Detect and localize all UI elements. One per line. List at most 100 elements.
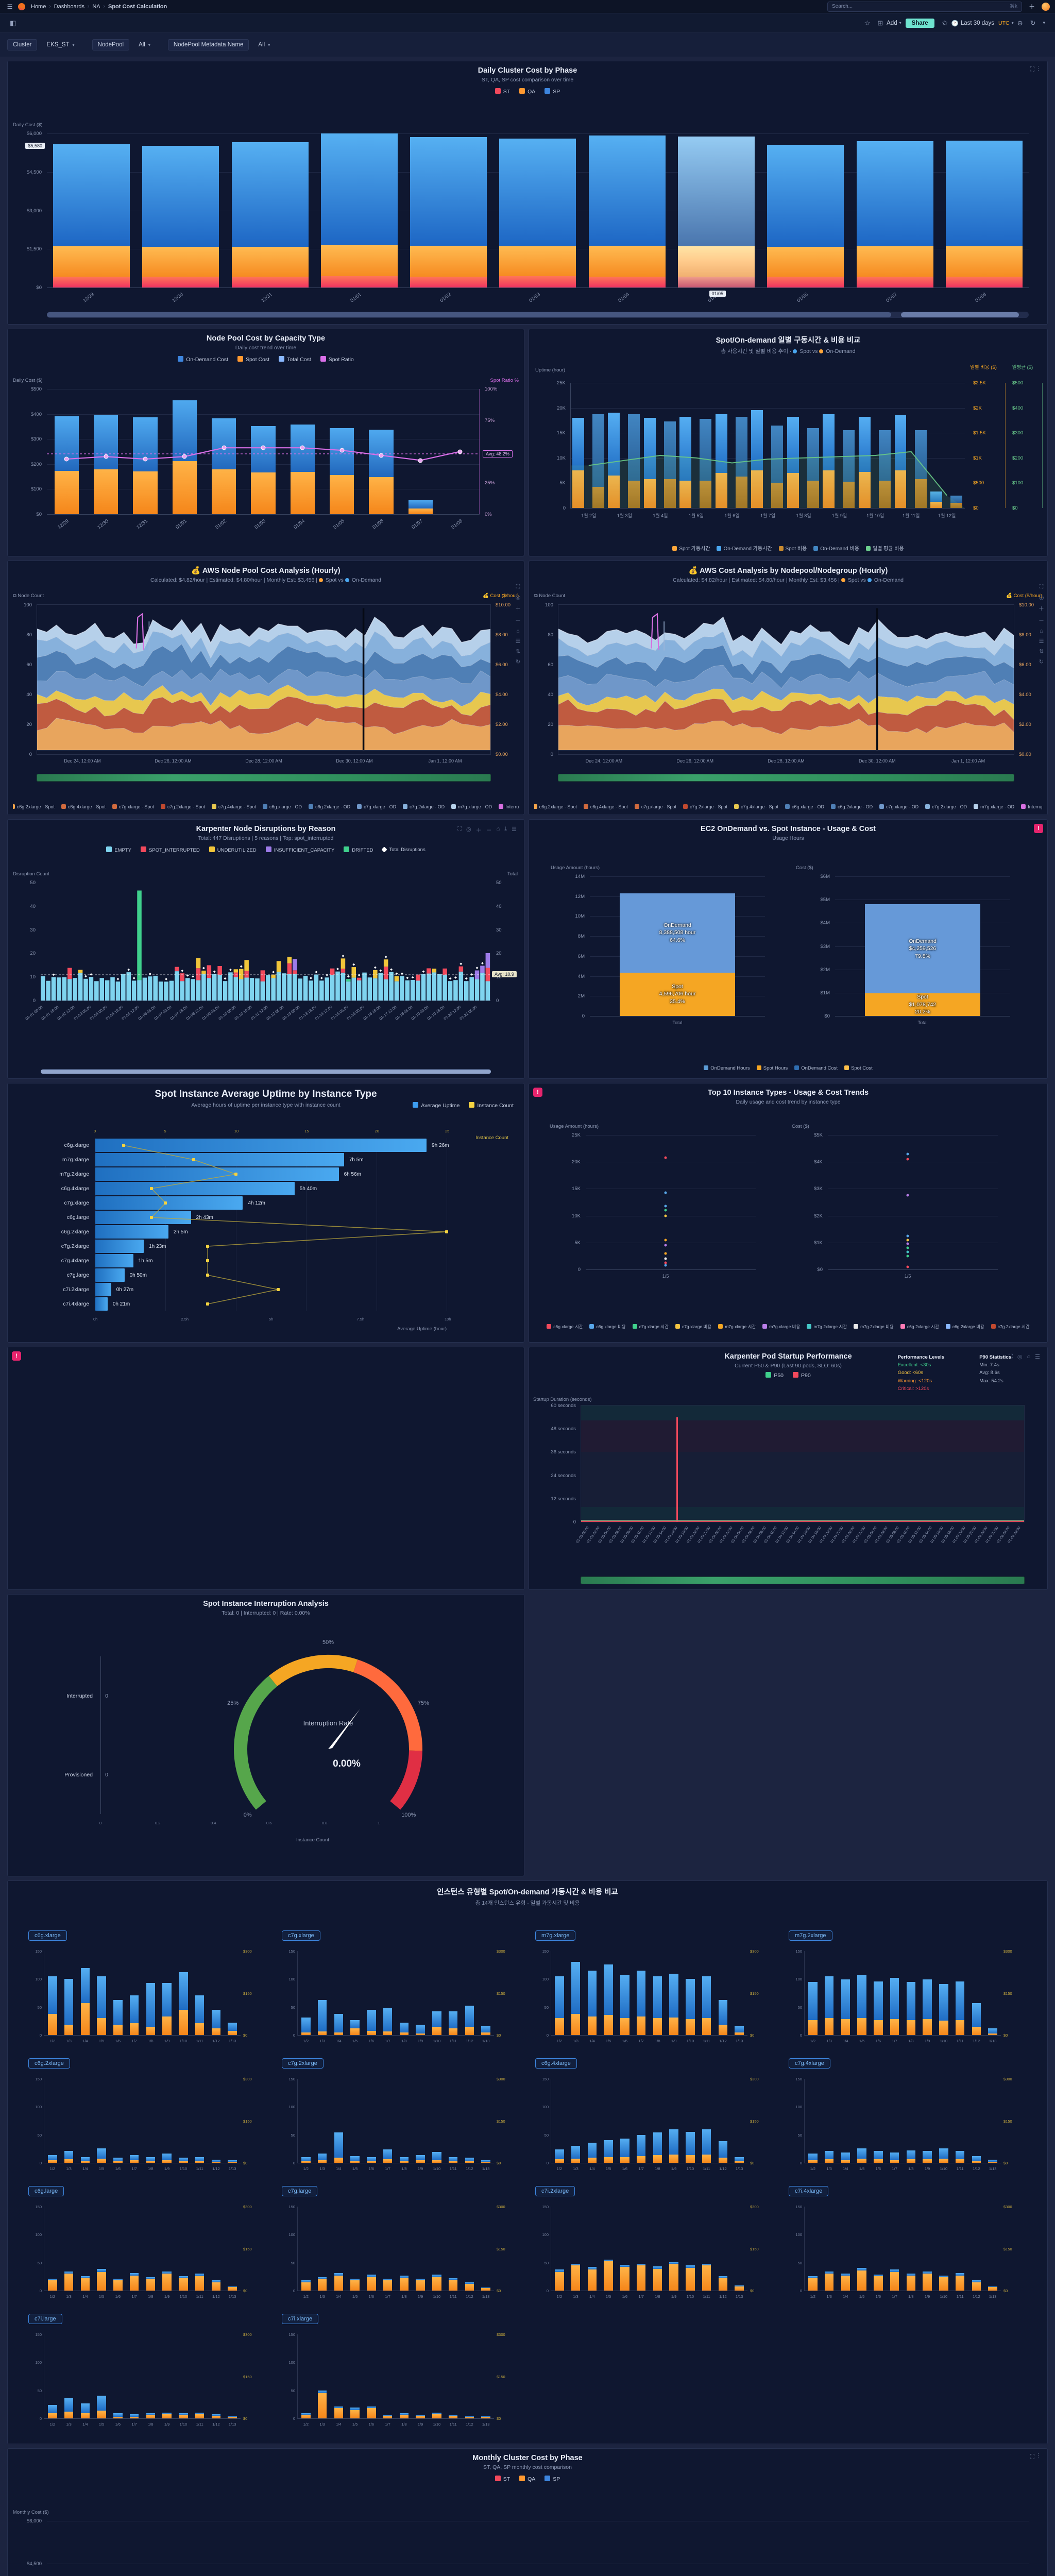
- stacked-bar[interactable]: [133, 389, 158, 514]
- mini-bar[interactable]: [636, 1951, 646, 2035]
- legend-item[interactable]: UNDERUTILIZED: [209, 846, 257, 853]
- modebar-icon[interactable]: ☰: [1035, 1354, 1040, 1360]
- legend-item[interactable]: c7g.2xlarge · OD: [403, 804, 445, 809]
- modebar-icon[interactable]: ＋: [1039, 606, 1044, 612]
- mini-bar[interactable]: [702, 2079, 711, 2163]
- mini-bar[interactable]: [939, 2079, 948, 2163]
- mini-bar[interactable]: [604, 2207, 613, 2291]
- legend-item[interactable]: c6g.2xlarge · Spot: [13, 804, 55, 809]
- var-nodepool-value[interactable]: All ▾: [139, 42, 150, 48]
- mini-bar[interactable]: [162, 2334, 172, 2418]
- legend-item[interactable]: m7g.xlarge 비용: [762, 1324, 800, 1330]
- mini-bar[interactable]: [228, 2079, 237, 2163]
- mini-bar[interactable]: [571, 1951, 581, 2035]
- legend-item[interactable]: P50: [765, 1372, 784, 1379]
- mini-bar[interactable]: [587, 2207, 597, 2291]
- stacked-bar[interactable]: [588, 133, 666, 287]
- search-input[interactable]: Search... ⌘k: [827, 1, 1022, 12]
- mini-bar[interactable]: [808, 2207, 818, 2291]
- cost-bar[interactable]: [950, 383, 963, 508]
- instance-type-chip[interactable]: c7i.large: [28, 2314, 62, 2324]
- cost-bar[interactable]: [592, 383, 604, 508]
- mini-bar[interactable]: [64, 2079, 74, 2163]
- legend-item[interactable]: c6g.2xlarge · Spot: [534, 804, 577, 809]
- modebar-icon[interactable]: ⇅: [515, 649, 521, 655]
- mini-bar[interactable]: [669, 1951, 678, 2035]
- legend-item[interactable]: OnDemand Hours: [704, 1065, 750, 1071]
- modebar-icon[interactable]: ◎: [1017, 1354, 1023, 1360]
- mini-bar[interactable]: [162, 2079, 172, 2163]
- breadcrumb-dashboards[interactable]: Dashboards: [54, 3, 85, 10]
- legend-item[interactable]: c6g.xlarge · OD: [263, 804, 302, 809]
- mini-bar[interactable]: [432, 2079, 441, 2163]
- mini-bar[interactable]: [317, 1951, 327, 2035]
- mini-bar[interactable]: [146, 2334, 156, 2418]
- legend-item[interactable]: c6g.4xlarge · Spot: [583, 804, 628, 809]
- uptime-bar[interactable]: [643, 383, 656, 508]
- modebar-icon[interactable]: ☰: [515, 638, 521, 645]
- mini-bar[interactable]: [146, 2207, 156, 2291]
- legend-item[interactable]: SPOT_INTERRUPTED: [141, 846, 200, 853]
- mini-bar[interactable]: [669, 2079, 678, 2163]
- legend-item[interactable]: c6g.2xlarge 시간: [900, 1324, 939, 1330]
- mini-bar[interactable]: [129, 2334, 139, 2418]
- mini-bar[interactable]: [416, 1951, 425, 2035]
- modebar-icon[interactable]: ⌂: [1040, 628, 1043, 634]
- mini-bar[interactable]: [179, 2334, 188, 2418]
- mini-bar[interactable]: [653, 2207, 662, 2291]
- mini-bar[interactable]: [972, 2079, 981, 2163]
- chart-scrollbar[interactable]: [47, 312, 1029, 318]
- legend-item[interactable]: c6g.2xlarge · OD: [831, 804, 873, 809]
- mini-bar[interactable]: [686, 2207, 695, 2291]
- mini-bar[interactable]: [841, 1951, 850, 2035]
- legend-item[interactable]: c6g.xlarge · OD: [785, 804, 824, 809]
- mini-bar[interactable]: [988, 2079, 997, 2163]
- comment-icon[interactable]: ✩: [942, 19, 948, 27]
- mini-bar[interactable]: [113, 1951, 123, 2035]
- mini-bar[interactable]: [195, 2334, 205, 2418]
- mini-bar[interactable]: [735, 1951, 744, 2035]
- mini-bar[interactable]: [399, 1951, 409, 2035]
- instance-type-chip[interactable]: c7g.xlarge: [282, 1930, 320, 1941]
- stacked-bar[interactable]: [172, 389, 197, 514]
- modebar-icon[interactable]: ⛶: [1009, 1353, 1013, 1360]
- breadcrumb-folder[interactable]: NA: [92, 3, 100, 10]
- modebar-icon[interactable]: ◎: [1039, 595, 1044, 601]
- mini-bar[interactable]: [399, 2334, 409, 2418]
- mini-bar[interactable]: [383, 2334, 393, 2418]
- mini-bar[interactable]: [195, 2207, 205, 2291]
- mini-bar[interactable]: [64, 1951, 74, 2035]
- mini-bar[interactable]: [301, 1951, 311, 2035]
- uptime-bar[interactable]: [608, 383, 620, 508]
- stacked-bar[interactable]: [856, 133, 933, 287]
- legend-item[interactable]: Interrupted Node Cost: [1021, 804, 1042, 809]
- mini-bar[interactable]: [481, 2334, 490, 2418]
- mini-bar[interactable]: [481, 1951, 490, 2035]
- stacked-bar[interactable]: [251, 389, 276, 514]
- uptime-bar[interactable]: [95, 1240, 144, 1253]
- mini-bar[interactable]: [432, 2207, 441, 2291]
- mini-bar[interactable]: [228, 2207, 237, 2291]
- star-icon[interactable]: ☆: [864, 19, 871, 27]
- time-range-picker[interactable]: 🕐 Last 30 days UTC ▾: [951, 20, 1014, 27]
- mini-bar[interactable]: [481, 2207, 490, 2291]
- modebar-icon[interactable]: ☰: [1039, 638, 1044, 645]
- chart-legend[interactable]: On-Demand Cost Spot Cost Total Cost Spot Ra…: [8, 351, 524, 363]
- stacked-bar[interactable]: [864, 876, 981, 1016]
- instance-type-chip[interactable]: c7g.4xlarge: [789, 2058, 830, 2069]
- stacked-bar[interactable]: [53, 133, 130, 287]
- mini-bar[interactable]: [195, 2079, 205, 2163]
- mini-bar[interactable]: [808, 2079, 818, 2163]
- mini-bar[interactable]: [195, 1951, 205, 2035]
- mini-bar[interactable]: [48, 2334, 57, 2418]
- legend-item[interactable]: Spot Cost: [237, 356, 269, 363]
- uptime-bar[interactable]: [95, 1182, 295, 1195]
- modebar-icon[interactable]: －: [486, 827, 492, 834]
- mini-bar[interactable]: [129, 2079, 139, 2163]
- mini-bar[interactable]: [686, 1951, 695, 2035]
- mini-bar[interactable]: [383, 2079, 393, 2163]
- mini-bar[interactable]: [146, 2079, 156, 2163]
- mini-bar[interactable]: [857, 1951, 866, 2035]
- legend-item[interactable]: m7g.xlarge · OD: [974, 804, 1014, 809]
- mini-bar[interactable]: [555, 1951, 564, 2035]
